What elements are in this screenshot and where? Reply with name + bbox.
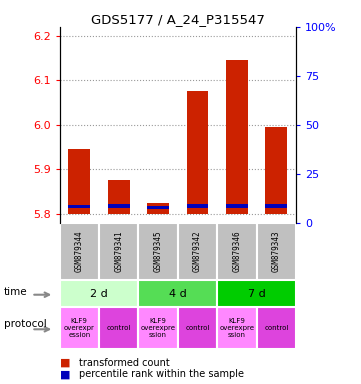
Text: ■: ■: [60, 358, 74, 368]
Text: GSM879342: GSM879342: [193, 231, 202, 272]
Bar: [60, 307, 99, 349]
Title: GDS5177 / A_24_P315547: GDS5177 / A_24_P315547: [91, 13, 265, 26]
Bar: [257, 223, 296, 280]
Text: percentile rank within the sample: percentile rank within the sample: [79, 369, 244, 379]
Bar: [138, 280, 217, 307]
Bar: [138, 307, 178, 349]
Text: control: control: [264, 325, 288, 331]
Bar: [178, 223, 217, 280]
Text: control: control: [185, 325, 210, 331]
Bar: [178, 307, 217, 349]
Bar: [138, 223, 178, 280]
Bar: [217, 223, 257, 280]
Text: KLF9
overexpre
ssion: KLF9 overexpre ssion: [219, 318, 255, 338]
Bar: [217, 280, 296, 307]
Bar: [226, 204, 248, 208]
Bar: [187, 91, 208, 214]
Bar: [99, 223, 138, 280]
Text: ■: ■: [60, 369, 74, 379]
Text: 7 d: 7 d: [248, 289, 265, 299]
Bar: [69, 205, 90, 209]
Bar: [108, 180, 130, 214]
Bar: [60, 280, 138, 307]
Text: GSM879345: GSM879345: [153, 231, 162, 272]
Bar: [187, 204, 208, 208]
Bar: [99, 307, 138, 349]
Text: protocol: protocol: [4, 319, 46, 329]
Bar: [217, 307, 257, 349]
Text: GSM879346: GSM879346: [232, 231, 242, 272]
Text: 2 d: 2 d: [90, 289, 108, 299]
Text: GSM879344: GSM879344: [75, 231, 84, 272]
Text: GSM879343: GSM879343: [272, 231, 281, 272]
Text: KLF9
overexpre
ssion: KLF9 overexpre ssion: [140, 318, 175, 338]
Text: GSM879341: GSM879341: [114, 231, 123, 272]
Bar: [147, 206, 169, 209]
Text: transformed count: transformed count: [79, 358, 170, 368]
Bar: [265, 127, 287, 214]
Text: control: control: [106, 325, 131, 331]
Text: time: time: [4, 287, 27, 297]
Bar: [265, 204, 287, 208]
Text: KLF9
overexpr
ession: KLF9 overexpr ession: [64, 318, 95, 338]
Bar: [69, 149, 90, 214]
Bar: [226, 60, 248, 214]
Bar: [147, 203, 169, 214]
Bar: [257, 307, 296, 349]
Bar: [60, 223, 99, 280]
Bar: [108, 204, 130, 208]
Text: 4 d: 4 d: [169, 289, 187, 299]
